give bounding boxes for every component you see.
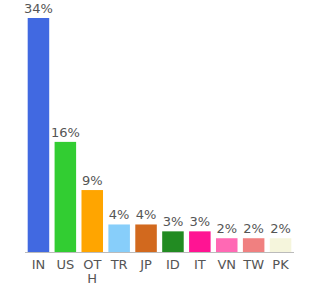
bar [28,18,50,252]
bar [189,231,211,252]
bar [270,238,292,252]
bar [135,224,157,252]
chart-container: 34% IN 16% US 9% OTH 4% TR 4% JP 3% ID 3% IT 2% VN 2% TW 2… [0,0,320,300]
bar [108,224,130,252]
x-tick-label: PK [272,257,289,272]
bar [243,238,265,252]
bar [216,238,238,252]
bar [162,231,184,252]
x-tick-label: IT [194,257,206,272]
bar [81,190,103,252]
x-tick-label: VN [217,257,236,272]
data-label: 2% [216,221,237,236]
x-tick-label: US [56,257,74,272]
data-label: 2% [270,221,291,236]
x-tick-label: IN [32,257,46,272]
data-label: 3% [190,214,211,229]
chart-svg: 34% IN 16% US 9% OTH 4% TR 4% JP 3% ID 3% IT 2% VN 2% TW 2… [0,0,320,300]
bar [55,142,77,252]
data-label: 34% [24,1,53,16]
data-label: 4% [109,207,130,222]
x-axis-line [25,252,294,253]
x-tick-label: ID [166,257,180,272]
data-label: 16% [51,125,80,140]
x-tick-label: TW [242,257,264,272]
data-label: 4% [136,207,157,222]
data-label: 3% [163,214,184,229]
bars [28,18,292,252]
data-label: 2% [243,221,264,236]
x-tick-label: TR [110,257,128,272]
x-tick-label: OTH [83,257,101,286]
data-label: 9% [82,173,103,188]
x-tick-label: JP [139,257,152,272]
